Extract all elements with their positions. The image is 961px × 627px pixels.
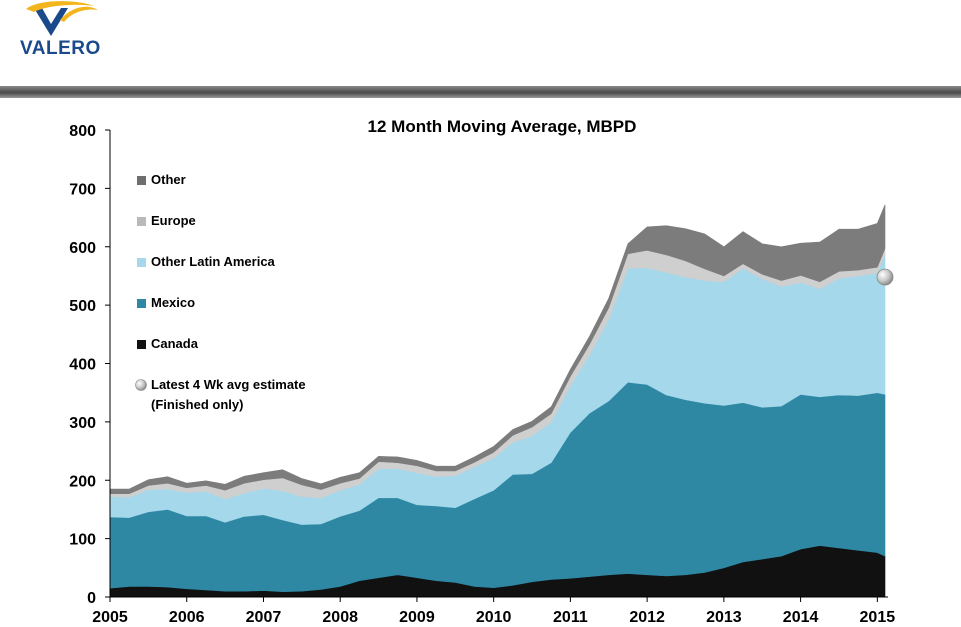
x-tick-label: 2006 (169, 609, 205, 626)
valero-v-icon (26, 1, 98, 36)
header-divider (0, 86, 961, 98)
y-tick-label: 100 (69, 532, 96, 549)
legend-swatch (137, 299, 146, 308)
x-tick-label: 2008 (322, 609, 358, 626)
y-axis: 0 100 200 300 400 500 600 700 800 (69, 123, 110, 607)
x-tick-label: 2014 (783, 609, 819, 626)
legend-swatch (137, 176, 146, 185)
area-other (109, 204, 886, 494)
x-tick-label: 2009 (399, 609, 435, 626)
valero-logo (20, 0, 116, 62)
legend-swatch (137, 258, 146, 267)
x-tick-label: 2013 (706, 609, 742, 626)
y-tick-label: 700 (69, 181, 96, 198)
legend-swatch (137, 340, 146, 349)
legend-label: Other Latin America (151, 254, 276, 269)
y-tick-label: 500 (69, 298, 96, 315)
legend-swatch (137, 217, 146, 226)
x-tick-label: 2007 (246, 609, 282, 626)
y-tick-label: 600 (69, 240, 96, 257)
import-chart: 12 Month Moving Average, MBPD 0 100 200 300… (69, 117, 895, 626)
stacked-areas (109, 204, 886, 598)
legend-label: Latest 4 Wk avg estimate (151, 377, 306, 392)
y-tick-label: 0 (87, 590, 96, 607)
valero-wordmark: VALERO (20, 38, 101, 59)
y-tick-label: 200 (69, 473, 96, 490)
x-tick-label: 2012 (629, 609, 665, 626)
legend: Other Europe Other Latin America Mexico Cana… (135, 172, 306, 412)
x-axis: 2005 2006 2007 2008 2009 2010 2011 2012 2013 2014… (92, 597, 895, 626)
estimate-marker (876, 268, 894, 286)
legend-marker-icon (135, 379, 147, 391)
y-tick-label: 400 (69, 357, 96, 374)
chart-title: 12 Month Moving Average, MBPD (368, 117, 637, 136)
estimate-marker-layer (876, 268, 894, 286)
y-tick-label: 800 (69, 123, 96, 140)
x-tick-label: 2010 (476, 609, 512, 626)
legend-label-line2: (Finished only) (151, 397, 243, 412)
legend-label: Europe (151, 213, 196, 228)
x-tick-label: 2005 (92, 609, 128, 626)
legend-label: Canada (151, 336, 199, 351)
x-tick-label: 2015 (860, 609, 896, 626)
x-tick-label: 2011 (553, 609, 588, 626)
y-tick-label: 300 (69, 415, 96, 432)
legend-label: Mexico (151, 295, 195, 310)
legend-label: Other (151, 172, 186, 187)
